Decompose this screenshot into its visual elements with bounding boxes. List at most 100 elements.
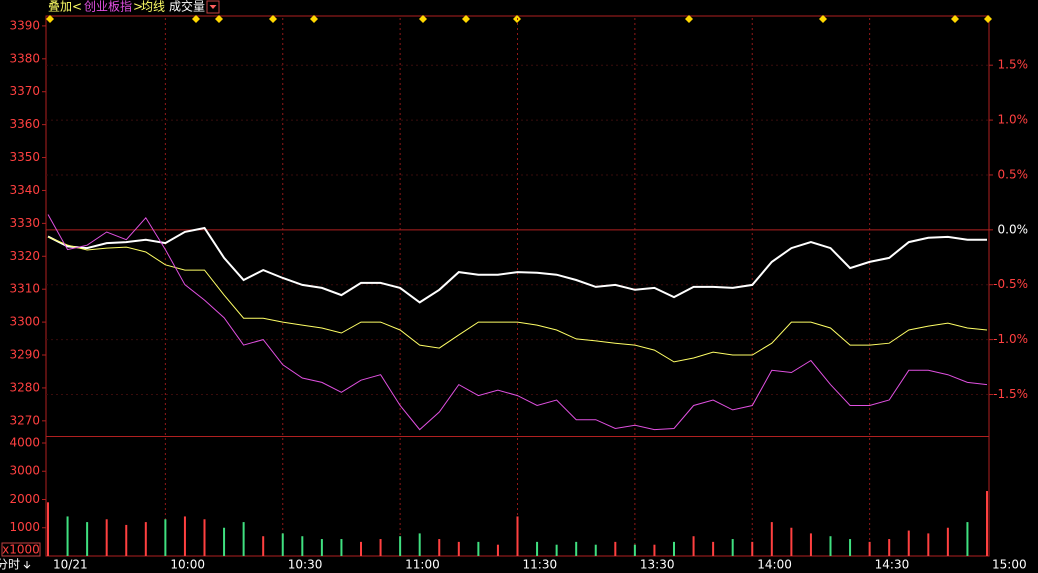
x-tick-label: 11:00 [405, 558, 440, 572]
dropdown[interactable] [206, 0, 220, 14]
volume-bar [457, 541, 460, 556]
volume-bar [47, 502, 49, 556]
y2-tick-label: -1.5% [993, 387, 1028, 401]
y-tick-label: 3300 [9, 315, 40, 329]
volume-bar [986, 491, 988, 556]
y-tick-label: 3380 [9, 51, 40, 65]
volume-bar [399, 536, 402, 556]
header-prefix: 叠加< [48, 0, 82, 14]
volume-bar [653, 544, 656, 556]
volume-bar [418, 533, 421, 556]
volume-bar [477, 541, 480, 556]
event-markers [46, 15, 992, 23]
y2-tick-label: 1.0% [998, 113, 1029, 127]
volume-bar [203, 519, 206, 556]
volume-bar [496, 544, 499, 556]
y-tick-label: 3370 [9, 84, 40, 98]
volume-bar [340, 539, 343, 556]
volume-bar [438, 539, 441, 556]
y-tick-label: 3290 [9, 348, 40, 362]
y-tick-label: 3390 [9, 18, 40, 32]
volume-bar [673, 541, 675, 556]
volume-bar [809, 533, 812, 556]
y-tick-label: 3310 [9, 282, 40, 296]
y2-tick-label: -0.5% [993, 277, 1028, 291]
volume-bar [516, 516, 519, 556]
volume-bar [281, 533, 284, 556]
dropdown-arrow [209, 5, 217, 9]
corner-arrow [23, 561, 31, 569]
volume-bar [907, 530, 910, 556]
volume-bar [594, 544, 597, 556]
volume-bar [360, 541, 362, 556]
x-tick-label: 11:30 [523, 558, 558, 572]
volume-bar [183, 516, 186, 556]
volume-bar [223, 527, 226, 556]
volume-bar [849, 539, 852, 556]
volume-bar [555, 544, 558, 556]
header-suffix: > [133, 0, 143, 14]
volume-bar [633, 544, 636, 556]
volume-tick-label: 1000 [9, 520, 40, 534]
x-tick-label: 14:00 [757, 558, 792, 572]
y-tick-label: 3270 [9, 413, 40, 427]
volume-bar [966, 522, 969, 556]
volume-bar [770, 522, 773, 556]
volume-bar [379, 539, 382, 556]
volume-bar [888, 539, 891, 556]
volume-bar [125, 524, 128, 556]
x-tick-label: 15:00 [992, 558, 1027, 572]
series-line [47, 226, 987, 304]
legend-entry: 创业板指 [84, 0, 132, 14]
corner-label: 分时 [0, 558, 20, 572]
volume-bar [242, 522, 245, 556]
volume-bar [731, 539, 734, 556]
x-tick-label: 13:30 [640, 558, 675, 572]
volume-bar [105, 519, 108, 556]
series-line [47, 236, 988, 363]
volume-bar [301, 536, 304, 556]
volume-bar [320, 539, 323, 556]
volume-bar [790, 527, 793, 556]
y-tick-label: 3330 [9, 216, 40, 230]
x-tick-label: 10/21 [53, 558, 88, 572]
volume-bar [66, 516, 69, 556]
y-tick-label: 3360 [9, 117, 40, 131]
volume-unit: x1000 [2, 543, 40, 557]
volume-bar [262, 536, 265, 556]
y-tick-label: 3320 [9, 249, 40, 263]
volume-bar [575, 541, 578, 556]
volume-bar [946, 527, 949, 556]
volume-bar [86, 522, 89, 556]
legend-entry: 均线 [141, 0, 165, 14]
volume-bar [614, 541, 617, 556]
y2-tick-label: -1.0% [993, 332, 1028, 346]
unit-box [1, 542, 41, 557]
volume-bar [712, 541, 715, 556]
x-tick-label: 14:30 [875, 558, 910, 572]
y-tick-label: 3340 [9, 183, 40, 197]
volume-bar [751, 541, 754, 556]
volume-tick-label: 4000 [9, 435, 40, 449]
y2-tick-label: 1.5% [998, 58, 1029, 72]
y2-tick-label: 0.0% [998, 222, 1029, 236]
x-tick-label: 10:30 [288, 558, 323, 572]
volume-bar [144, 522, 147, 556]
volume-bar [692, 536, 695, 556]
series-line [47, 214, 988, 431]
event-marker [46, 15, 992, 23]
volume-tick-label: 3000 [9, 464, 40, 478]
volume-bar [536, 541, 539, 556]
volume-tick-label: 2000 [9, 492, 40, 506]
volume-bar [164, 519, 167, 556]
volume-title: 成交量 [169, 0, 205, 14]
x-tick-label: 10:00 [170, 558, 205, 572]
y2-tick-label: 0.5% [998, 167, 1029, 181]
volume-bar [829, 536, 832, 556]
y-tick-label: 3280 [9, 380, 40, 394]
y-tick-label: 3350 [9, 150, 40, 164]
volume-bar [927, 533, 930, 556]
